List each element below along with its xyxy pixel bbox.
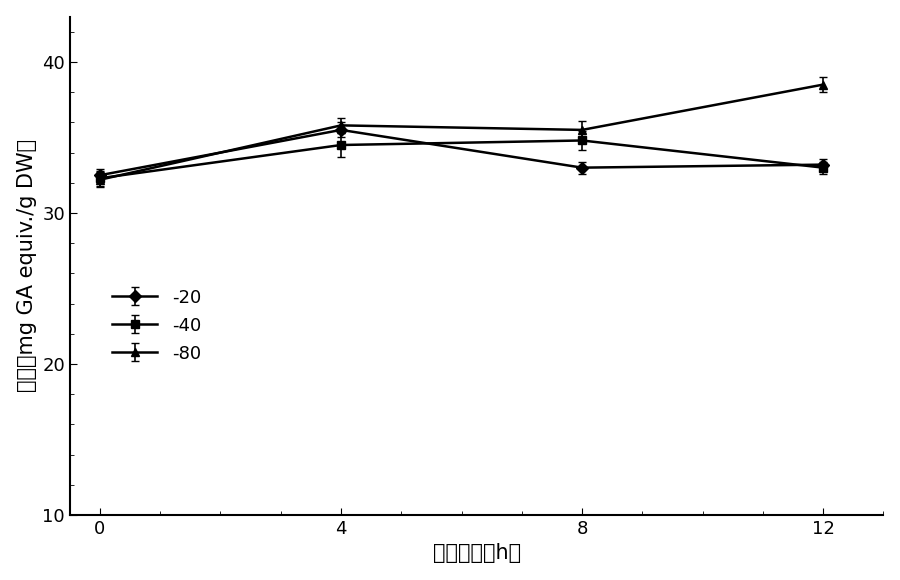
Legend: -20, -40, -80: -20, -40, -80 bbox=[104, 280, 211, 372]
X-axis label: 冻存时间（h）: 冻存时间（h） bbox=[433, 543, 520, 563]
Y-axis label: 多酚（mg GA equiv./g DW）: 多酚（mg GA equiv./g DW） bbox=[17, 139, 37, 392]
